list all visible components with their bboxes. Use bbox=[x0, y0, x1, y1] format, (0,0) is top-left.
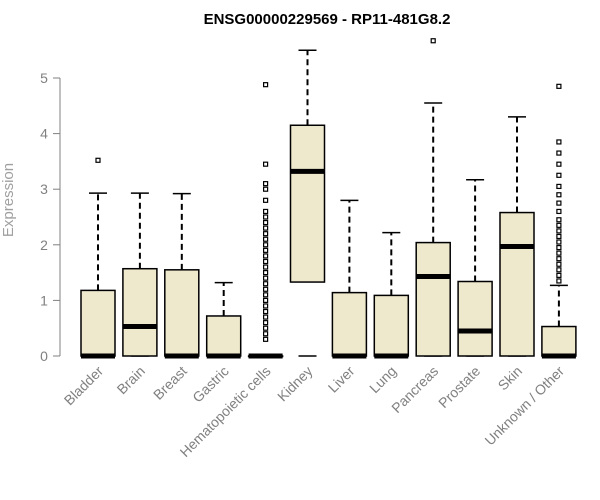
outlier-point bbox=[263, 264, 269, 270]
outlier-point bbox=[263, 281, 269, 287]
outlier-point bbox=[263, 236, 269, 242]
outlier-point bbox=[263, 336, 269, 342]
y-axis-label: Expression bbox=[0, 163, 17, 237]
outlier-point bbox=[263, 320, 269, 326]
box-group bbox=[80, 157, 116, 359]
outlier-point bbox=[263, 225, 269, 231]
box-iqr bbox=[415, 241, 451, 357]
x-tick-label: Prostate bbox=[435, 363, 483, 411]
box-iqr bbox=[80, 289, 116, 357]
outlier-point bbox=[263, 275, 269, 281]
outlier-point bbox=[263, 253, 269, 259]
outlier-point bbox=[263, 292, 269, 298]
outlier-point bbox=[556, 150, 562, 156]
outlier-point bbox=[263, 314, 269, 320]
outlier-point bbox=[556, 233, 562, 240]
outlier-point bbox=[263, 181, 269, 187]
outlier-point bbox=[556, 217, 562, 223]
outlier-point bbox=[263, 297, 269, 303]
outlier-point bbox=[263, 331, 269, 337]
x-tick-label: Unknown / Other bbox=[481, 363, 567, 449]
y-tick-label: 0 bbox=[40, 348, 48, 364]
outlier-point bbox=[556, 161, 562, 167]
x-tick-label: Kidney bbox=[274, 363, 316, 405]
outlier-point bbox=[263, 208, 269, 215]
outlier-point bbox=[556, 208, 562, 215]
outlier-point bbox=[263, 325, 269, 331]
outlier-point bbox=[263, 161, 269, 167]
box-iqr bbox=[205, 315, 242, 357]
box-group bbox=[289, 49, 326, 357]
outlier-point bbox=[263, 231, 269, 237]
chart-title: ENSG00000229569 - RP11-481G8.2 bbox=[204, 11, 451, 28]
outlier-point bbox=[556, 272, 562, 278]
outlier-point bbox=[556, 278, 562, 284]
outlier-point bbox=[263, 219, 269, 226]
outlier-point bbox=[263, 286, 269, 292]
outlier-point bbox=[556, 183, 562, 190]
x-tick-label: Brain bbox=[114, 363, 148, 397]
x-tick-label: Lung bbox=[366, 363, 399, 396]
y-tick-label: 2 bbox=[40, 237, 48, 253]
box-group bbox=[373, 231, 410, 359]
x-tick-label: Bladder bbox=[61, 363, 107, 409]
outlier-point bbox=[556, 256, 562, 262]
x-tick-label: Pancreas bbox=[388, 363, 441, 416]
box-iqr bbox=[289, 124, 326, 283]
outlier-point bbox=[263, 270, 269, 276]
outlier-point bbox=[556, 83, 562, 89]
outlier-point bbox=[263, 258, 269, 265]
y-axis: 0 1 2 3 4 5 bbox=[40, 70, 61, 364]
box-group bbox=[247, 82, 284, 359]
outlier-point bbox=[263, 82, 269, 88]
outlier-point bbox=[263, 197, 269, 203]
box-group bbox=[415, 38, 451, 357]
outlier-point bbox=[556, 192, 562, 198]
outlier-point bbox=[95, 157, 101, 163]
outlier-point bbox=[263, 242, 269, 248]
outlier-point bbox=[556, 222, 562, 228]
outlier-point bbox=[556, 200, 562, 206]
outlier-point bbox=[263, 186, 269, 192]
outlier-point bbox=[556, 239, 562, 245]
box-group bbox=[122, 192, 158, 357]
outlier-point bbox=[556, 244, 562, 251]
box-group bbox=[499, 116, 535, 357]
outlier-point bbox=[263, 247, 269, 253]
outlier-point bbox=[263, 214, 269, 220]
x-tick-label: Breast bbox=[150, 363, 190, 403]
outlier-point bbox=[556, 261, 562, 267]
box-group bbox=[164, 192, 200, 359]
box-iqr bbox=[499, 211, 535, 357]
box-iqr bbox=[541, 325, 577, 357]
outlier-point bbox=[556, 267, 562, 273]
outlier-point bbox=[556, 250, 562, 256]
outlier-point bbox=[263, 303, 269, 309]
box-group bbox=[541, 83, 577, 359]
box-iqr bbox=[331, 291, 368, 357]
y-tick-label: 4 bbox=[40, 126, 48, 142]
plot-area bbox=[80, 38, 577, 359]
box-group bbox=[331, 199, 368, 359]
x-tick-label: Liver bbox=[325, 363, 358, 396]
y-tick-label: 3 bbox=[40, 181, 48, 197]
outlier-point bbox=[556, 172, 562, 178]
box-group bbox=[205, 281, 242, 359]
y-tick-label: 5 bbox=[40, 70, 48, 86]
outlier-point bbox=[556, 139, 562, 145]
box-iqr bbox=[373, 294, 410, 357]
x-tick-label: Skin bbox=[495, 363, 526, 394]
box-iqr bbox=[457, 280, 493, 357]
outlier-point bbox=[430, 38, 436, 44]
box-iqr bbox=[164, 269, 200, 357]
box-group bbox=[457, 178, 493, 357]
box-iqr bbox=[122, 267, 158, 357]
outlier-point bbox=[556, 228, 562, 234]
y-tick-label: 1 bbox=[40, 292, 48, 308]
outlier-point bbox=[263, 308, 269, 315]
